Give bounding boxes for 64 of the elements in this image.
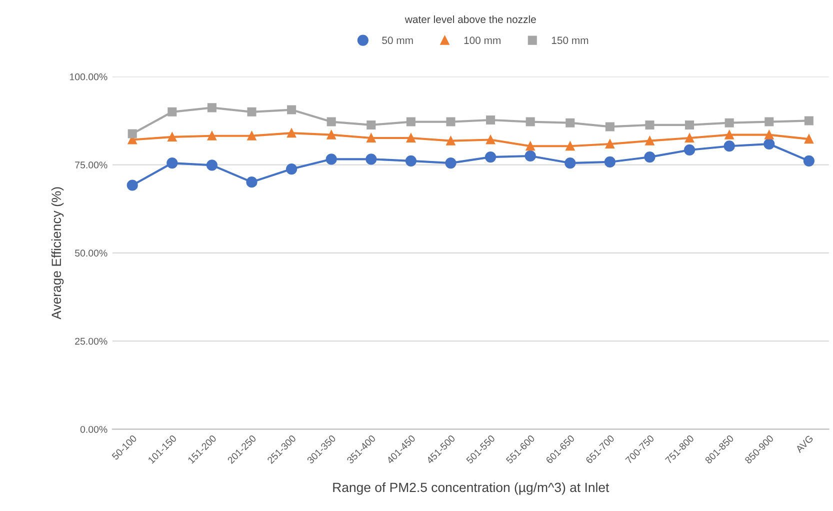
point	[804, 134, 814, 144]
point	[645, 136, 654, 146]
point	[366, 133, 376, 143]
point	[206, 160, 218, 171]
legend-label: 150 mm	[552, 36, 588, 44]
point	[526, 142, 535, 151]
y-tick-label: 75.00%	[75, 162, 108, 168]
point	[684, 144, 696, 156]
point	[207, 103, 216, 112]
point	[406, 133, 416, 143]
point	[724, 118, 734, 128]
point	[605, 122, 614, 132]
point	[803, 155, 814, 166]
point	[724, 130, 734, 140]
point	[366, 120, 376, 130]
point	[326, 154, 337, 165]
point	[526, 117, 535, 126]
y-tick-label: 100.00%	[70, 73, 108, 80]
point	[685, 120, 694, 130]
point	[604, 156, 616, 168]
y-tick-label: 50.00%	[75, 250, 108, 257]
point	[128, 129, 137, 138]
legend-label: 100 mm	[464, 36, 500, 44]
point	[445, 157, 456, 169]
chart-title: water level above the nozzle	[404, 15, 536, 24]
legend-label: 50 mm	[382, 36, 413, 44]
point	[645, 120, 654, 130]
point	[247, 131, 256, 140]
point	[286, 163, 298, 175]
point	[166, 157, 178, 169]
point	[168, 132, 177, 142]
point	[524, 150, 536, 162]
point	[484, 151, 496, 163]
point	[326, 117, 336, 126]
point	[168, 107, 177, 116]
point	[566, 142, 575, 151]
point	[486, 116, 496, 125]
point	[564, 157, 576, 169]
point	[644, 151, 656, 163]
point	[724, 140, 735, 152]
point	[326, 130, 336, 140]
point	[566, 118, 575, 128]
point	[446, 136, 456, 146]
y-tick-label: 0.00%	[80, 426, 108, 433]
point	[246, 176, 258, 188]
y-axis-title: Average Efficiency (%)	[51, 187, 64, 320]
point	[126, 180, 138, 191]
x-axis-title: Range of PM2.5 concentration (µg/m^3) at Inlet	[333, 482, 610, 495]
point	[764, 130, 774, 140]
point	[605, 139, 614, 149]
point	[287, 105, 296, 114]
point	[446, 117, 456, 126]
point	[287, 128, 296, 138]
point	[804, 116, 814, 126]
point	[764, 117, 774, 126]
point	[764, 138, 775, 150]
point	[247, 107, 256, 116]
point	[366, 154, 377, 165]
point	[685, 133, 694, 143]
y-tick-label: 25.00%	[75, 338, 108, 345]
point	[486, 135, 496, 144]
point	[406, 117, 416, 126]
point	[207, 131, 216, 140]
point	[405, 155, 417, 166]
